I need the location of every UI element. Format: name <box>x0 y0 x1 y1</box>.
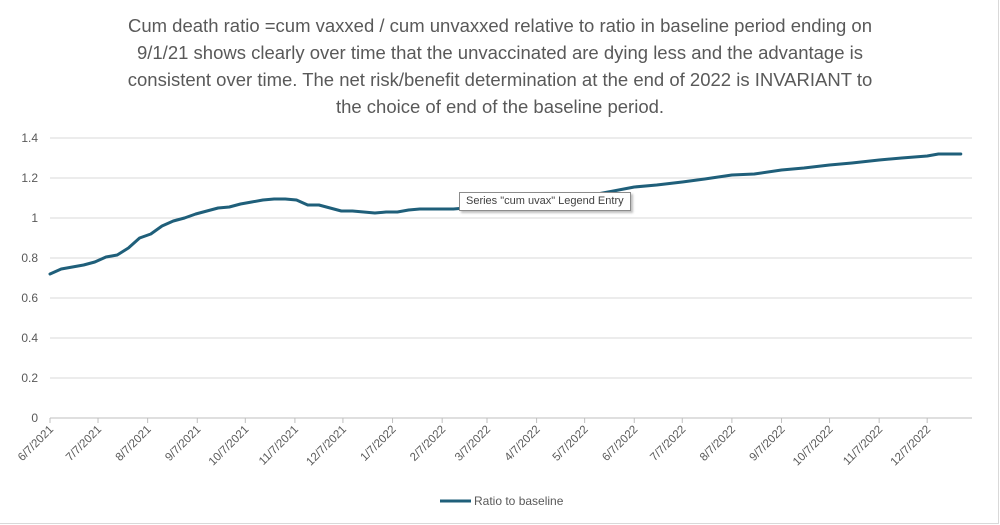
x-tick-label: 7/7/2022 <box>648 424 688 464</box>
y-tick-label: 1.4 <box>21 131 38 145</box>
x-tick-label: 8/7/2021 <box>114 424 154 464</box>
title-line: Cum death ratio =cum vaxxed / cum unvaxx… <box>127 15 873 36</box>
y-tick-label: 1 <box>31 211 38 225</box>
x-tick-label: 8/7/2022 <box>698 424 738 464</box>
y-tick-label: 1.2 <box>21 171 38 185</box>
x-tick-label: 12/7/2022 <box>889 424 934 469</box>
x-tick-label: 1/7/2022 <box>359 424 399 464</box>
tooltip: Series "cum uvax" Legend Entry <box>459 192 631 211</box>
x-tick-label: 6/7/2022 <box>600 424 640 464</box>
x-tick-label: 6/7/2021 <box>16 424 56 464</box>
y-tick-label: 0.8 <box>21 251 38 265</box>
gridlines <box>50 137 972 419</box>
x-tick-label: 10/7/2021 <box>207 424 252 469</box>
x-tick-label: 10/7/2022 <box>791 424 836 469</box>
series-line[interactable] <box>48 152 963 276</box>
x-tick-label: 3/7/2022 <box>453 424 493 464</box>
x-tick-label: 4/7/2022 <box>503 424 543 464</box>
legend-label: Ratio to baseline <box>474 494 564 508</box>
title-line: the choice of end of the baseline period… <box>335 96 665 117</box>
y-tick-label: 0.2 <box>21 371 38 385</box>
x-tick-label: 12/7/2021 <box>304 424 349 469</box>
x-tick-label: 7/7/2021 <box>64 424 104 464</box>
x-tick-label: 11/7/2022 <box>841 424 885 468</box>
x-tick-label: 11/7/2021 <box>257 424 301 468</box>
y-axis-ticks: 0 0.2 0.4 0.6 0.8 1 1.2 1.4 <box>21 131 38 425</box>
x-tick-label: 2/7/2022 <box>408 424 448 464</box>
chart-title: Cum death ratio =cum vaxxed / cum unvaxx… <box>100 12 900 120</box>
y-tick-label: 0.6 <box>21 291 38 305</box>
series-lines[interactable] <box>48 152 963 276</box>
title-line: consistent over time. The net risk/benef… <box>127 69 873 90</box>
x-tick-label: 9/7/2021 <box>163 424 203 464</box>
y-tick-label: 0 <box>31 411 38 425</box>
x-tick-label: 5/7/2022 <box>551 424 591 464</box>
y-tick-label: 0.4 <box>21 331 38 345</box>
x-axis-ticks: 6/7/2021 7/7/2021 8/7/2021 9/7/2021 10/7/202… <box>16 418 933 468</box>
title-line: 9/1/21 shows clearly over time that the … <box>136 42 864 63</box>
legend[interactable]: Ratio to baseline <box>440 494 564 508</box>
x-tick-label: 9/7/2022 <box>747 424 787 464</box>
